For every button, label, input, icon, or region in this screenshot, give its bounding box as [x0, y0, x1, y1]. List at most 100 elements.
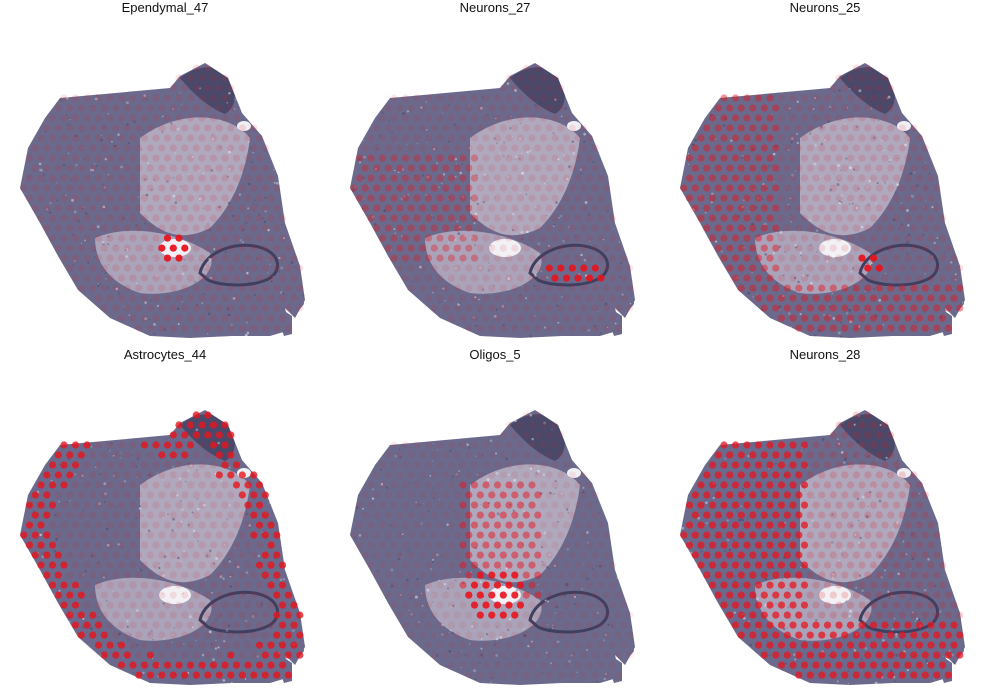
spot-marker	[54, 144, 62, 152]
spot-marker	[89, 631, 97, 639]
spot-marker	[597, 541, 605, 549]
spot-marker	[232, 194, 241, 202]
spot-marker	[476, 451, 484, 459]
spot-marker	[795, 471, 803, 479]
spot-marker	[511, 591, 519, 599]
spot-marker	[910, 651, 918, 659]
spot-marker	[204, 304, 212, 312]
spot-marker	[106, 621, 114, 629]
spot-marker	[574, 234, 582, 242]
spot-marker	[783, 164, 791, 172]
spot-marker	[597, 294, 605, 302]
spot-marker	[60, 194, 68, 202]
spot-marker	[493, 114, 502, 122]
spot-marker	[31, 531, 39, 539]
spot-marker	[743, 481, 751, 489]
spot-marker	[129, 134, 137, 142]
spot-marker	[875, 491, 883, 499]
spot-marker	[697, 214, 705, 222]
spot-marker	[846, 661, 855, 669]
spot-marker	[887, 244, 895, 252]
spot-marker	[89, 184, 97, 192]
spot-marker	[783, 491, 791, 499]
spot-marker	[215, 244, 223, 252]
spot-marker	[215, 224, 223, 232]
spot-marker	[175, 234, 183, 242]
spot-marker	[858, 214, 866, 222]
spot-marker	[944, 264, 952, 272]
spot-marker	[841, 611, 849, 619]
spot-marker	[551, 641, 559, 649]
spot-marker	[760, 104, 768, 112]
spot-marker	[273, 551, 281, 559]
spot-marker	[835, 481, 843, 489]
spot-marker	[626, 611, 634, 619]
spot-marker	[829, 104, 837, 112]
spot-marker	[904, 234, 912, 242]
spot-marker	[350, 531, 358, 539]
spot-marker	[760, 244, 768, 252]
spot-marker	[117, 541, 126, 549]
spot-marker	[603, 531, 611, 539]
spot-marker	[204, 204, 212, 212]
spot-marker	[129, 94, 137, 102]
spot-marker	[112, 264, 120, 272]
spot-marker	[522, 531, 530, 539]
spot-marker	[766, 234, 774, 242]
spot-marker	[714, 204, 722, 212]
spot-marker	[812, 461, 820, 469]
spot-marker	[864, 531, 872, 539]
spot-marker	[186, 441, 195, 449]
spot-marker	[691, 491, 699, 499]
spot-marker	[864, 184, 872, 192]
spot-marker	[516, 601, 525, 609]
spot-marker	[390, 481, 398, 489]
spot-marker	[493, 581, 502, 589]
spot-marker	[106, 94, 114, 102]
spot-marker	[585, 481, 594, 489]
spot-marker	[777, 541, 786, 549]
spot-marker	[181, 124, 189, 132]
spot-marker	[875, 204, 883, 212]
spot-marker	[459, 194, 467, 202]
spot-marker	[238, 184, 246, 192]
spot-marker	[846, 94, 855, 102]
spot-marker	[227, 284, 235, 292]
spot-marker	[401, 441, 410, 449]
spot-marker	[493, 561, 502, 569]
spot-marker	[135, 324, 143, 332]
spot-marker	[749, 244, 757, 252]
spot-marker	[841, 571, 849, 579]
spot-marker	[413, 154, 421, 162]
spot-marker	[152, 154, 160, 162]
spot-marker	[112, 611, 120, 619]
spot-marker	[181, 471, 189, 479]
spot-marker	[407, 164, 415, 172]
spot-marker	[106, 601, 114, 609]
spot-marker	[864, 304, 872, 312]
spot-marker	[186, 581, 195, 589]
spot-marker	[898, 184, 906, 192]
spot-marker	[892, 541, 901, 549]
spot-marker	[829, 184, 837, 192]
spot-marker	[244, 521, 252, 529]
spot-marker	[146, 204, 154, 212]
spot-marker	[557, 104, 565, 112]
spot-marker	[534, 591, 542, 599]
spot-marker	[927, 601, 935, 609]
spot-marker	[691, 551, 699, 559]
spot-marker	[789, 501, 797, 509]
tissue-section-image	[20, 63, 305, 338]
spot-marker	[783, 284, 791, 292]
spot-marker	[413, 114, 421, 122]
spot-marker	[534, 471, 542, 479]
spot-marker	[904, 661, 912, 669]
spot-marker	[927, 541, 935, 549]
spot-marker	[77, 451, 85, 459]
spot-marker	[43, 491, 51, 499]
spot-marker	[505, 114, 513, 122]
spot-marker	[453, 551, 461, 559]
spot-marker	[442, 651, 450, 659]
spot-marker	[806, 611, 814, 619]
spot-marker	[413, 134, 421, 142]
